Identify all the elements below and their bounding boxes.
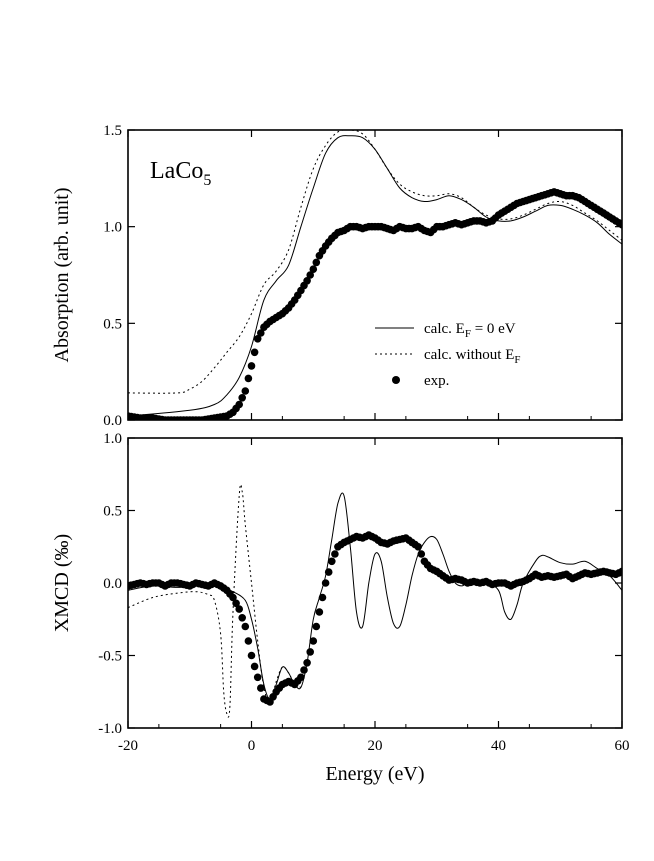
xmcd-exp-point	[321, 579, 330, 587]
xmcd-exp-point	[318, 593, 327, 602]
absorption-exp-point	[309, 265, 318, 274]
absorption-exp-point	[618, 220, 622, 229]
legend-label-calc-ef: calc. EF = 0 eV	[424, 321, 516, 340]
absorption-calc-ef-line	[128, 135, 622, 417]
xmcd-exp-point	[250, 662, 259, 671]
xmcd-exp-point	[235, 605, 243, 613]
xmcd-exp-point	[324, 568, 333, 576]
xmcd-exp-point	[312, 622, 321, 631]
xtick-label: 20	[368, 738, 383, 754]
absorption-panel: 0.0 0.5 1.0 1.5 Absorption (arb. unit) LaCo…	[51, 123, 623, 429]
absorption-ticks: 0.0 0.5 1.0 1.5	[103, 123, 623, 429]
xmcd-y-axis-label: XMCD (‰)	[51, 534, 73, 632]
absorption-exp-point	[235, 400, 243, 409]
xmcd-exp-point	[257, 684, 265, 692]
xmcd-ytick-label: -0.5	[98, 649, 122, 665]
absorption-exp-point	[247, 362, 256, 370]
xtick-label: 60	[615, 738, 630, 754]
xmcd-exp-point	[309, 637, 318, 645]
xmcd-exp-point	[315, 608, 324, 616]
absorption-exp-point	[257, 329, 265, 337]
xmcd-exp-point	[417, 550, 426, 558]
xtick-label: 40	[491, 738, 506, 754]
absorption-ytick-label: 0.0	[103, 413, 122, 429]
xmcd-exp-point	[244, 637, 253, 645]
xmcd-exp-point	[238, 614, 246, 622]
xmcd-exp-point	[253, 673, 262, 682]
legend-swatch-exp	[392, 376, 400, 384]
panel-label: LaCo5	[150, 158, 211, 189]
xmcd-exp-point	[232, 599, 240, 608]
absorption-ytick-label: 1.0	[103, 220, 122, 236]
xmcd-exp-point	[331, 550, 339, 558]
xmcd-ytick-label: 0.5	[103, 504, 122, 520]
legend-label-exp: exp.	[424, 373, 449, 389]
absorption-y-axis-label: Absorption (arb. unit)	[51, 188, 73, 363]
absorption-series	[128, 130, 622, 420]
xmcd-exp-points	[128, 531, 622, 706]
legend: calc. EF = 0 eV calc. without EF exp.	[375, 321, 521, 389]
absorption-exp-point	[250, 348, 259, 357]
absorption-exp-point	[312, 258, 321, 267]
absorption-exp-point	[244, 374, 253, 383]
xmcd-ytick-label: -1.0	[98, 721, 122, 737]
xmcd-ytick-label: 0.0	[103, 576, 122, 592]
absorption-exp-point	[303, 277, 311, 285]
xtick-label: 0	[248, 738, 256, 754]
xmcd-exp-point	[247, 651, 256, 660]
xmcd-exp-point	[414, 543, 423, 551]
xmcd-ticks: -1.0 -0.5 0.0 0.5 1.0 -20 0 20 40 60	[98, 431, 629, 754]
xmcd-exp-point	[303, 659, 311, 667]
xmcd-exp-point	[328, 557, 336, 566]
xmcd-exp-point	[229, 593, 237, 602]
xmcd-series	[128, 483, 622, 718]
absorption-ytick-label: 0.5	[103, 316, 122, 332]
xmcd-exp-point	[241, 622, 250, 631]
absorption-exp-points	[128, 188, 622, 420]
absorption-exp-point	[238, 394, 246, 402]
xmcd-exp-point	[618, 567, 622, 576]
xmcd-calc-without-ef-line	[128, 483, 302, 718]
legend-label-calc-without-ef: calc. without EF	[424, 347, 521, 366]
xtick-label: -20	[118, 738, 138, 754]
x-axis-label: Energy (eV)	[325, 763, 424, 785]
absorption-exp-point	[241, 387, 250, 395]
xmcd-panel: -1.0 -0.5 0.0 0.5 1.0 -20 0 20 40 60 XMCD (‰) Ene…	[51, 431, 630, 785]
xmcd-ytick-label: 1.0	[103, 431, 122, 447]
xmcd-exp-point	[297, 673, 305, 682]
xmcd-exp-point	[306, 648, 315, 656]
absorption-ytick-label: 1.5	[103, 123, 122, 139]
xmcd-calc-ef-line	[128, 492, 622, 700]
absorption-exp-point	[306, 271, 315, 279]
absorption-exp-point	[253, 335, 262, 343]
xmcd-exp-point	[300, 666, 308, 674]
